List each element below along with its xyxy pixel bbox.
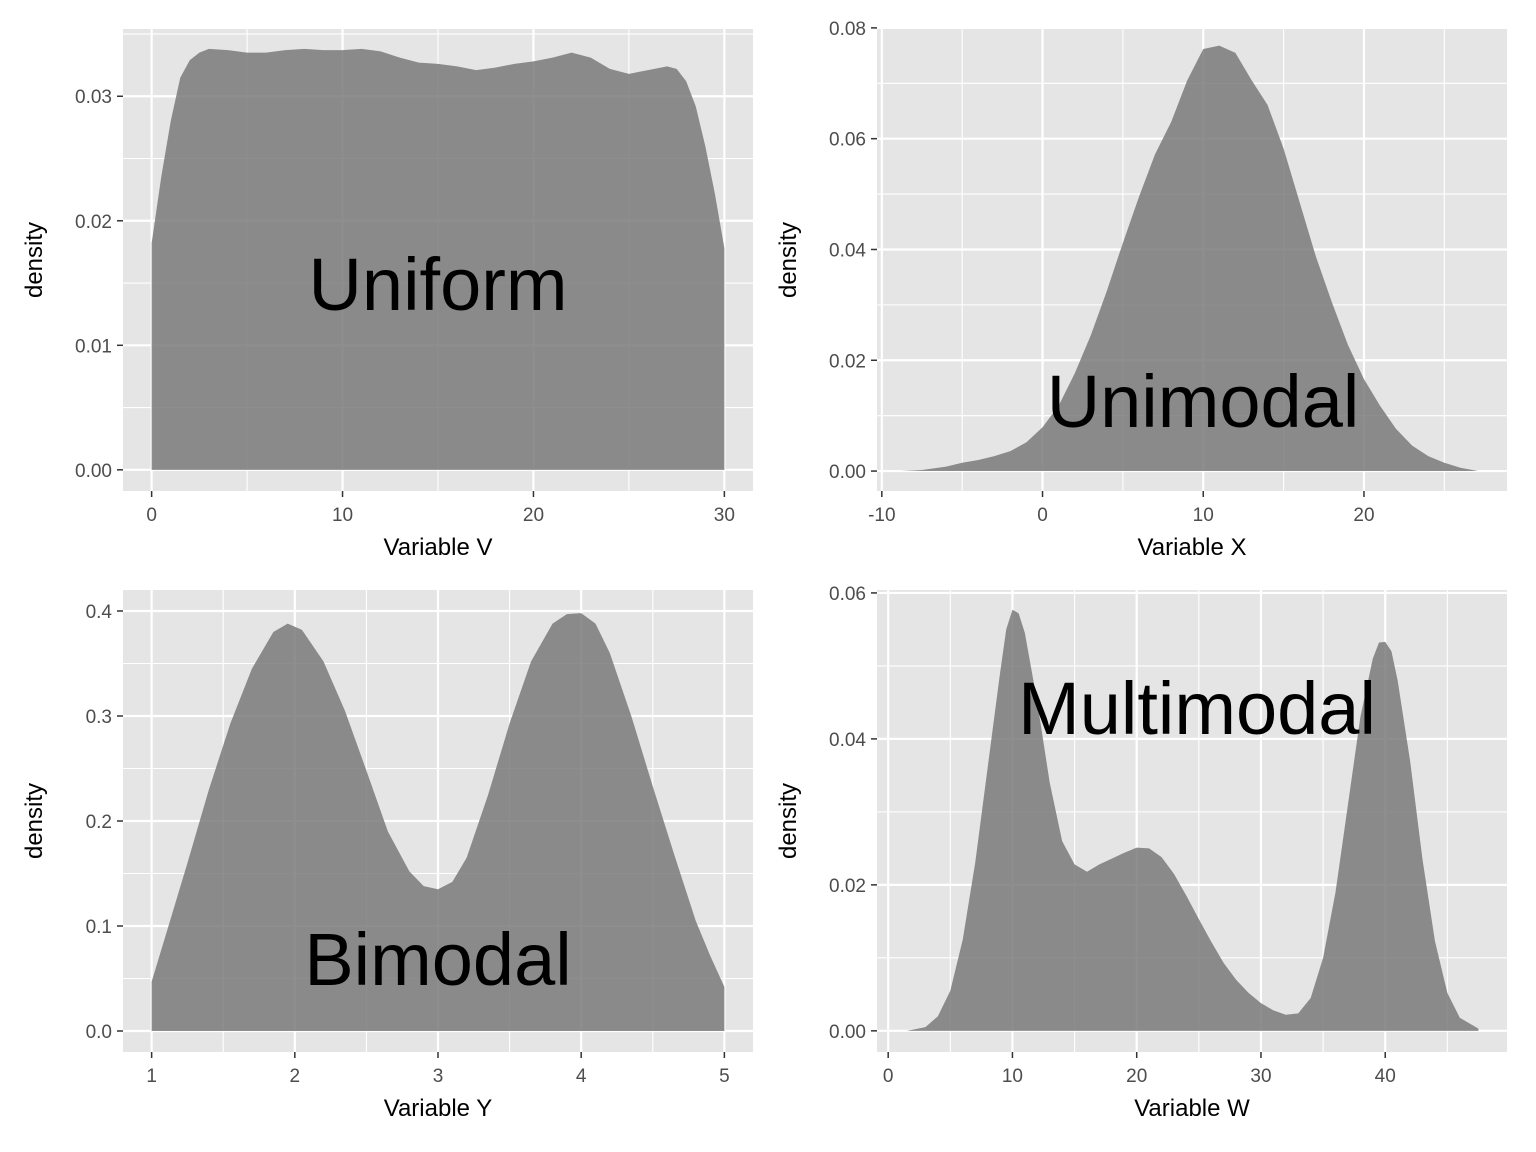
chart-0-y-tick-label: 0.00 — [75, 461, 112, 482]
chart-2-y-tick-label: 0.2 — [86, 812, 112, 833]
chart-0-x-tick-label: 0 — [146, 505, 157, 526]
chart-0-panel-group: 0 10 20 30 0.00 0.01 0.02 0.03 Variable V density… — [21, 29, 753, 561]
chart-2-y-tick-label: 0.3 — [86, 707, 112, 728]
chart-0-x-tick-label: 30 — [714, 505, 735, 526]
chart-0-y-axis-title: density — [21, 222, 48, 298]
chart-0-y-tick-label: 0.01 — [75, 336, 112, 357]
chart-0-y-tick-label: 0.03 — [75, 87, 112, 108]
chart-2-density-area — [151, 613, 725, 1031]
chart-0-density-area — [151, 48, 725, 470]
chart-3-y-tick-label: 0.06 — [829, 584, 866, 605]
chart-2-x-tick-label: 1 — [146, 1066, 157, 1087]
chart-1-x-tick-label: 10 — [1193, 505, 1214, 526]
chart-3-x-tick-label: 40 — [1375, 1066, 1396, 1087]
chart-3-y-tick-label: 0.00 — [829, 1022, 866, 1043]
chart-1-y-tick-label: 0.02 — [829, 351, 866, 372]
chart-0-x-tick-label: 10 — [332, 505, 353, 526]
chart-3-x-tick-label: 0 — [883, 1066, 894, 1087]
chart-2-panel-group: 1 2 3 4 5 0.0 0.1 0.2 0.3 0.4 Variable Y density Bim… — [21, 590, 753, 1122]
chart-2-annotation-label: Bimodal — [304, 918, 571, 1001]
chart-3-panel-group: 0 10 20 30 40 0.00 0.02 0.04 0.06 Variable W densi… — [775, 584, 1507, 1122]
chart-2-x-axis-title: Variable Y — [384, 1095, 493, 1122]
chart-2-y-tick-label: 0.1 — [86, 917, 112, 938]
chart-1-x-axis-title: Variable X — [1138, 534, 1247, 561]
chart-1-y-tick-label: 0.06 — [829, 130, 866, 151]
chart-2-x-tick-label: 5 — [719, 1066, 730, 1087]
chart-2-y-axis-title: density — [21, 783, 48, 859]
chart-2-y-tick-label: 0.4 — [86, 602, 113, 623]
chart-2-x-tick-label: 3 — [433, 1066, 444, 1087]
chart-2-y-tick-label: 0.0 — [86, 1022, 112, 1043]
chart-3-y-tick-label: 0.04 — [829, 730, 866, 751]
chart-3-x-axis-title: Variable W — [1134, 1095, 1250, 1122]
chart-3-annotation-label: Multimodal — [1018, 667, 1376, 750]
chart-0-x-tick-label: 20 — [523, 505, 544, 526]
chart-1-x-tick-label: -10 — [868, 505, 895, 526]
chart-3-y-tick-label: 0.02 — [829, 876, 866, 897]
chart-3-density-area — [906, 609, 1479, 1031]
chart-1-y-tick-label: 0.00 — [829, 462, 866, 483]
chart-1-x-tick-label: 20 — [1353, 505, 1374, 526]
chart-3-y-axis-title: density — [775, 783, 802, 859]
chart-1-density-area — [901, 45, 1479, 472]
chart-2-x-tick-label: 4 — [576, 1066, 587, 1087]
chart-1-y-tick-label: 0.08 — [829, 19, 866, 40]
chart-0-y-tick-label: 0.02 — [75, 212, 112, 233]
chart-1-x-tick-label: 0 — [1037, 505, 1048, 526]
chart-2-x-tick-label: 2 — [290, 1066, 301, 1087]
chart-1-y-axis-title: density — [775, 222, 802, 298]
chart-3-x-tick-label: 20 — [1126, 1066, 1147, 1087]
chart-3-x-tick-label: 30 — [1250, 1066, 1271, 1087]
chart-1-panel-group: -10 0 10 20 0.00 0.02 0.04 0.06 0.08 Variable X de… — [775, 19, 1507, 561]
chart-0-annotation-label: Uniform — [308, 243, 567, 326]
chart-3-x-tick-label: 10 — [1002, 1066, 1023, 1087]
chart-1-annotation-label: Unimodal — [1047, 360, 1360, 443]
chart-1-y-tick-label: 0.04 — [829, 240, 866, 261]
chart-0-x-axis-title: Variable V — [384, 534, 493, 561]
